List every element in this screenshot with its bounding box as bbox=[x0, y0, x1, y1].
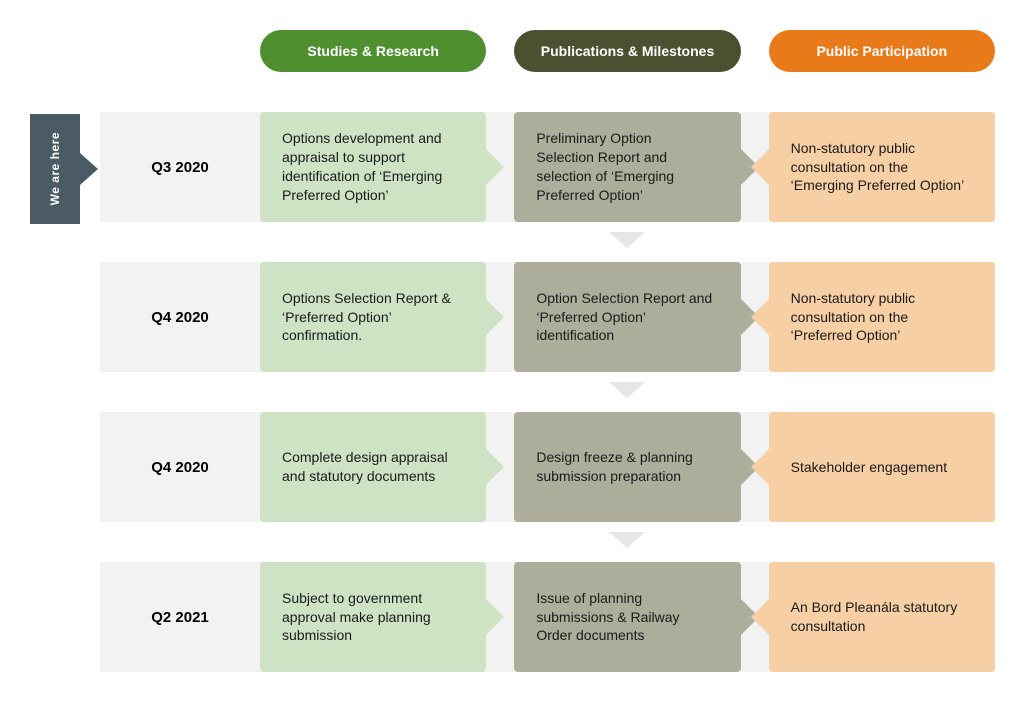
quarter-label: Q4 2020 bbox=[100, 412, 260, 522]
timeline-row: Q4 2020Options Selection Report & ‘Prefe… bbox=[100, 262, 995, 372]
cell-publications: Design freeze & planning submission prep… bbox=[514, 412, 740, 522]
cell-participation: Stakeholder engagement bbox=[769, 412, 995, 522]
cell-studies: Subject to government approval make plan… bbox=[260, 562, 486, 672]
timeline-row: Q4 2020Complete design appraisal and sta… bbox=[100, 412, 995, 522]
chevron-down-icon bbox=[609, 382, 645, 398]
cell-studies: Complete design appraisal and statutory … bbox=[260, 412, 486, 522]
we-are-here-label: We are here bbox=[48, 132, 62, 205]
timeline-row: Q2 2021Subject to government approval ma… bbox=[100, 562, 995, 672]
cell-participation: Non-statutory public consultation on the… bbox=[769, 112, 995, 222]
we-are-here-flag: We are here bbox=[30, 114, 80, 224]
chevron-down-icon bbox=[609, 532, 645, 548]
cell-publications: Issue of planning submissions & Railway … bbox=[514, 562, 740, 672]
timeline-rows: Q3 2020Options development and appraisal… bbox=[100, 112, 995, 672]
quarter-label: Q4 2020 bbox=[100, 262, 260, 372]
cell-publications: Option Selection Report and ‘Preferred O… bbox=[514, 262, 740, 372]
timeline-infographic: Studies & Research Publications & Milest… bbox=[30, 30, 995, 672]
timeline-row: Q3 2020Options development and appraisal… bbox=[100, 112, 995, 222]
chevron-down-icon bbox=[609, 232, 645, 248]
header-studies: Studies & Research bbox=[260, 30, 486, 72]
cell-publications: Preliminary Option Selection Report and … bbox=[514, 112, 740, 222]
header-publications: Publications & Milestones bbox=[514, 30, 740, 72]
cell-participation: An Bord Pleanála statutory consultation bbox=[769, 562, 995, 672]
cell-participation: Non-statutory public consultation on the… bbox=[769, 262, 995, 372]
cell-studies: Options development and appraisal to sup… bbox=[260, 112, 486, 222]
header-participation: Public Participation bbox=[769, 30, 995, 72]
cell-studies: Options Selection Report & ‘Preferred Op… bbox=[260, 262, 486, 372]
quarter-label: Q2 2021 bbox=[100, 562, 260, 672]
quarter-label: Q3 2020 bbox=[100, 112, 260, 222]
column-headers: Studies & Research Publications & Milest… bbox=[260, 30, 995, 72]
